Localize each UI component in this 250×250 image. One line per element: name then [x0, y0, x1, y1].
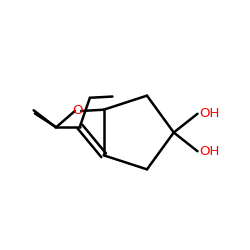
Text: OH: OH — [200, 107, 220, 120]
Text: OH: OH — [200, 145, 220, 158]
Text: O: O — [72, 104, 83, 118]
